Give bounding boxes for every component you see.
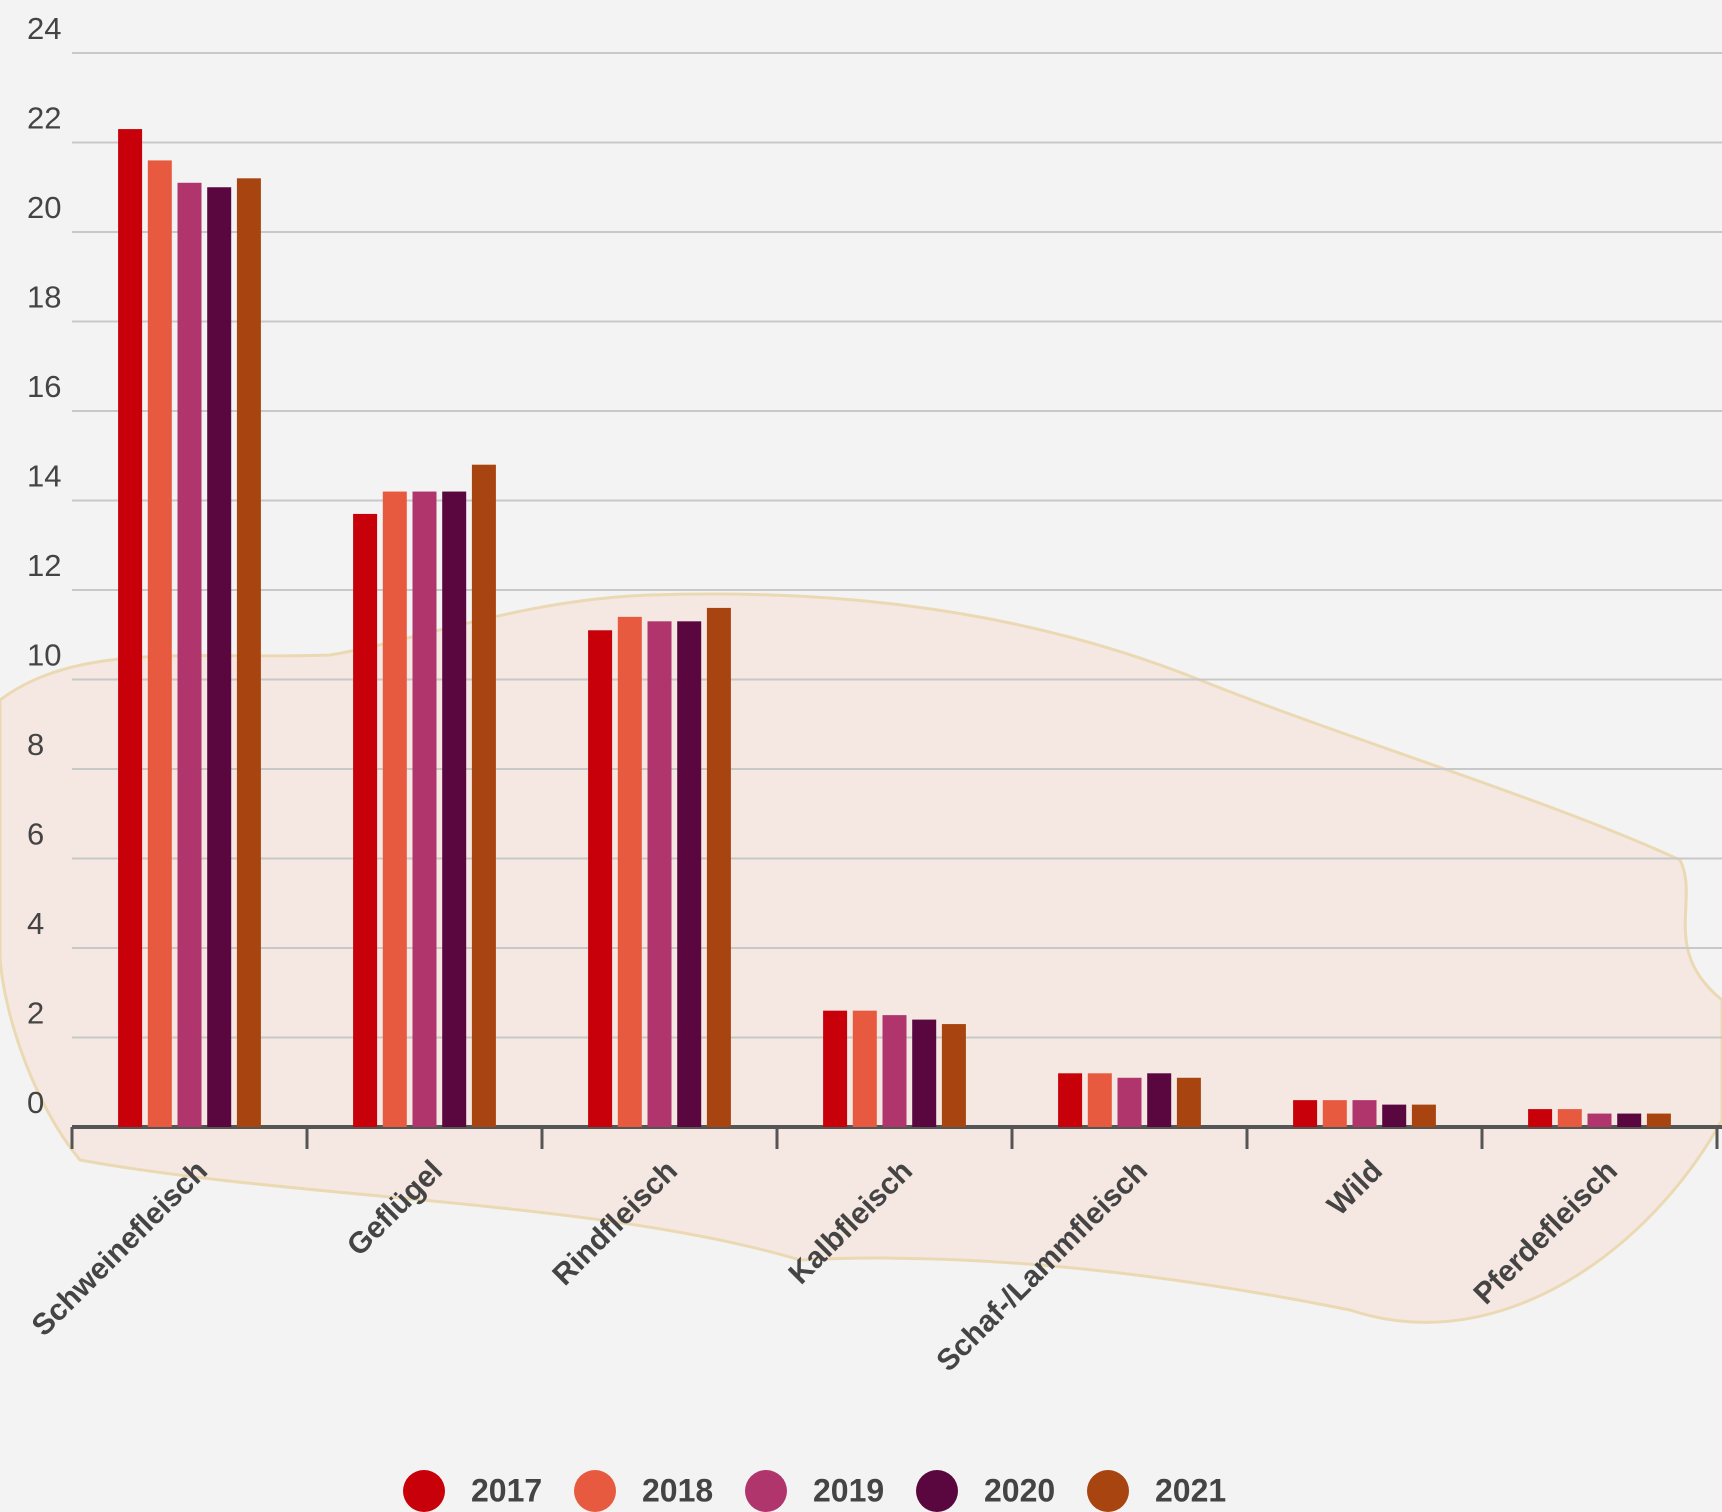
y-tick-label: 14	[27, 459, 61, 494]
bar	[1528, 1109, 1553, 1127]
y-tick-label: 0	[27, 1085, 44, 1120]
legend-label: 2019	[813, 1472, 884, 1508]
legend-swatch	[916, 1470, 958, 1512]
bar	[1147, 1073, 1172, 1127]
x-tick-label: Schweinefleisch	[26, 1154, 214, 1342]
y-tick-label: 18	[27, 280, 61, 315]
bar	[1617, 1113, 1642, 1127]
y-tick-label: 2	[27, 996, 44, 1031]
bar	[471, 464, 496, 1127]
bar	[353, 513, 378, 1127]
bar	[823, 1010, 848, 1127]
bar	[1587, 1113, 1612, 1127]
legend-swatch	[574, 1470, 616, 1512]
bar	[882, 1015, 907, 1127]
bar	[1411, 1104, 1436, 1127]
bar	[1352, 1100, 1377, 1127]
legend-swatch	[403, 1470, 445, 1512]
y-tick-label: 16	[27, 369, 61, 404]
legend-label: 2020	[984, 1472, 1055, 1508]
bar	[1382, 1104, 1407, 1127]
y-tick-label: 22	[27, 101, 61, 136]
bar	[147, 160, 172, 1127]
bar	[706, 607, 731, 1127]
y-tick-label: 20	[27, 190, 61, 225]
bar	[1557, 1109, 1582, 1127]
bar	[412, 491, 437, 1127]
legend-label: 2018	[642, 1472, 713, 1508]
y-tick-label: 6	[27, 817, 44, 852]
bar	[442, 491, 467, 1127]
bar	[617, 616, 642, 1127]
bar	[1293, 1100, 1318, 1127]
y-tick-label: 12	[27, 548, 61, 583]
bar	[118, 129, 143, 1127]
bar	[177, 182, 202, 1127]
bar	[1058, 1073, 1083, 1127]
y-tick-label: 4	[27, 906, 44, 941]
bar	[207, 187, 232, 1127]
bar	[647, 621, 672, 1127]
bar	[236, 178, 261, 1128]
bar	[1087, 1073, 1112, 1127]
bar	[1117, 1077, 1142, 1127]
legend-swatch	[745, 1470, 787, 1512]
y-tick-label: 10	[27, 638, 61, 673]
legend-label: 2017	[471, 1472, 542, 1508]
legend-label: 2021	[1155, 1472, 1226, 1508]
bar	[382, 491, 407, 1127]
bar	[1176, 1077, 1201, 1127]
bar	[1646, 1113, 1671, 1127]
bar	[912, 1019, 937, 1127]
bar	[852, 1010, 877, 1127]
bar	[677, 621, 702, 1127]
bar	[941, 1024, 966, 1127]
bar	[1322, 1100, 1347, 1127]
y-tick-label: 24	[27, 11, 61, 46]
legend-swatch	[1087, 1470, 1129, 1512]
bar	[588, 630, 613, 1127]
y-tick-label: 8	[27, 727, 44, 762]
